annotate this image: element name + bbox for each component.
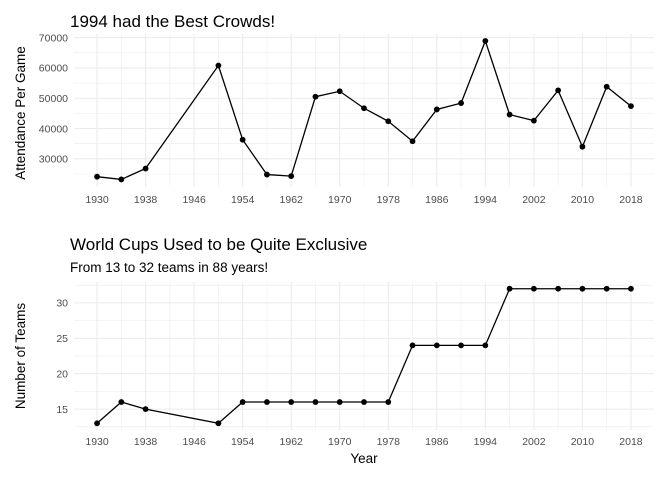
data-point (361, 105, 367, 112)
data-point (142, 165, 149, 172)
data-point (312, 93, 319, 100)
y-tick-label: 15 (56, 404, 68, 416)
data-point (239, 136, 246, 143)
data-point (579, 285, 586, 292)
y-tick-label: 25 (56, 333, 68, 345)
data-point (628, 103, 634, 110)
y-tick-label: 50000 (39, 93, 68, 105)
data-point (385, 399, 392, 405)
data-point (288, 173, 295, 179)
data-points (94, 285, 634, 427)
data-point (628, 285, 634, 292)
x-tick-label: 1986 (425, 436, 449, 448)
y-tick-label: 60000 (39, 63, 68, 75)
data-point (409, 138, 416, 145)
data-point (361, 399, 367, 405)
x-tick-label: 1962 (280, 194, 304, 206)
data-point (506, 111, 513, 118)
data-point (142, 406, 149, 413)
x-tick-label: 1962 (280, 436, 304, 448)
y-axis-title: Number of Teams (13, 303, 28, 410)
data-point (215, 420, 222, 427)
x-tick-label: 1946 (182, 194, 206, 206)
grid (74, 282, 654, 430)
data-point (555, 87, 562, 94)
data-point (530, 117, 537, 124)
data-point (264, 171, 270, 178)
x-tick-label: 1930 (85, 194, 109, 206)
x-tick-label: 1978 (377, 194, 401, 206)
data-point (433, 106, 440, 113)
data-point (94, 173, 100, 180)
y-tick-label: 20 (56, 369, 68, 381)
data-point (530, 285, 537, 292)
x-tick-labels: 1930 1938 1946 1954 1962 1970 1978 1986 1994 2002… (85, 194, 642, 206)
data-point (312, 399, 319, 405)
data-point (458, 342, 464, 349)
x-tick-label: 1994 (474, 194, 498, 206)
x-tick-label: 2010 (571, 436, 595, 448)
data-point (603, 83, 610, 90)
y-tick-labels: 30000 40000 50000 60000 70000 (39, 32, 68, 165)
data-point (239, 399, 246, 405)
x-tick-label: 1986 (425, 194, 449, 206)
x-tick-label: 1970 (328, 436, 352, 448)
x-axis-title: Year (350, 451, 378, 466)
panel-attendance: 1994 had the Best Crowds! Attendance Per… (13, 12, 654, 206)
data-point (215, 62, 222, 69)
x-tick-label: 1946 (182, 436, 206, 448)
x-tick-label: 1970 (328, 194, 352, 206)
y-tick-label: 30000 (39, 154, 68, 166)
x-tick-label: 1930 (85, 436, 109, 448)
x-tick-label: 1938 (134, 194, 158, 206)
data-point (579, 143, 586, 150)
chart-subtitle: From 13 to 32 teams in 88 years! (70, 260, 268, 275)
panel-teams: World Cups Used to be Quite Exclusive Fr… (13, 235, 654, 466)
x-tick-label: 2002 (522, 194, 546, 206)
y-tick-label: 30 (56, 298, 68, 310)
data-point (118, 176, 125, 183)
data-point (555, 285, 562, 292)
data-point (118, 399, 125, 405)
x-tick-label: 2002 (522, 436, 546, 448)
data-point (264, 399, 270, 405)
data-points (94, 38, 634, 183)
data-point (482, 38, 489, 44)
data-point (288, 399, 295, 405)
x-tick-label: 1938 (134, 436, 158, 448)
y-tick-label: 40000 (39, 123, 68, 135)
x-tick-labels: 1930 1938 1946 1954 1962 1970 1978 1986 1994 2002… (85, 436, 642, 448)
x-tick-label: 1978 (377, 436, 401, 448)
y-tick-labels: 15 20 25 30 (56, 298, 68, 416)
data-point (458, 100, 464, 106)
y-axis-title: Attendance Per Game (13, 46, 28, 180)
x-tick-label: 2018 (619, 436, 643, 448)
x-tick-label: 2018 (619, 194, 643, 206)
data-point (336, 88, 343, 95)
x-tick-label: 1994 (474, 436, 498, 448)
data-point (506, 285, 513, 292)
data-point (336, 399, 343, 405)
chart-title: 1994 had the Best Crowds! (70, 12, 275, 31)
data-point (433, 342, 440, 349)
data-point (409, 342, 416, 349)
data-point (385, 118, 392, 125)
y-tick-label: 70000 (39, 32, 68, 44)
chart-title: World Cups Used to be Quite Exclusive (70, 235, 367, 254)
x-tick-label: 2010 (571, 194, 595, 206)
data-point (603, 285, 610, 292)
data-point (482, 342, 489, 349)
grid (74, 34, 654, 187)
data-point (94, 420, 100, 427)
x-tick-label: 1954 (231, 194, 255, 206)
x-tick-label: 1954 (231, 436, 255, 448)
